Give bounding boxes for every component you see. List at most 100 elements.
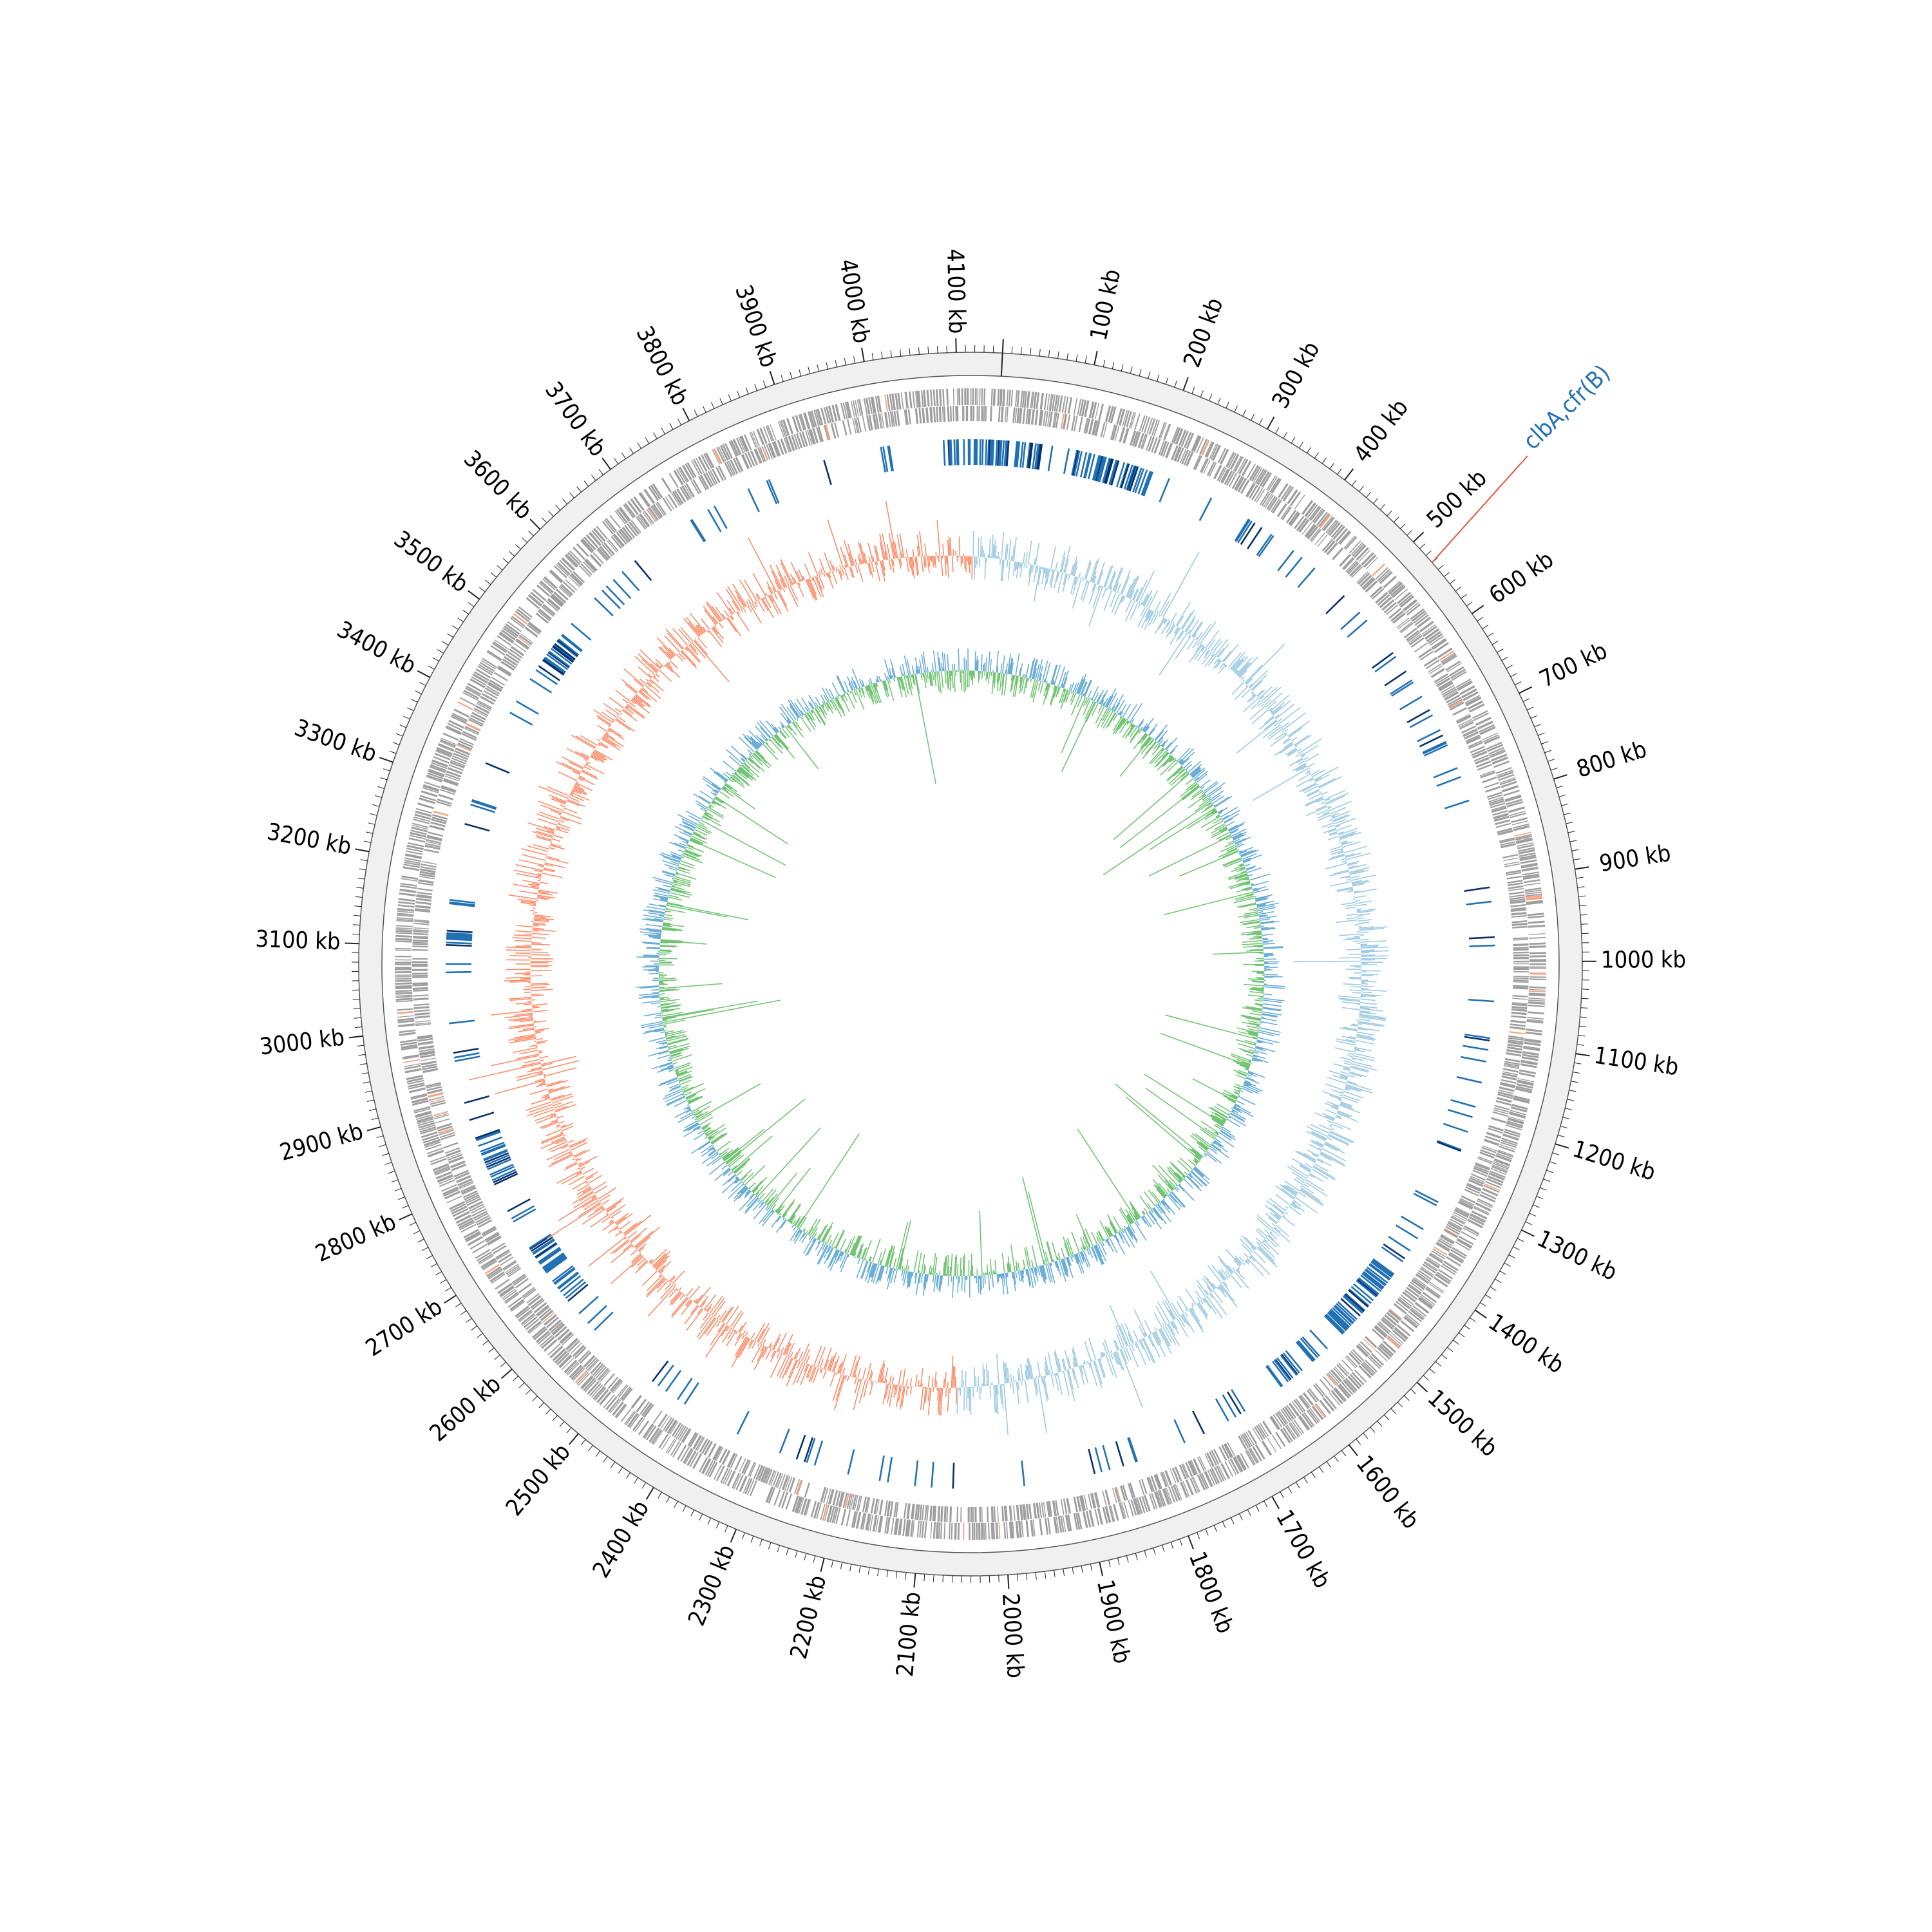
minor-tick [357,1045,365,1046]
cds-feature [1436,677,1451,687]
cds-feature [433,810,449,817]
minor-tick [1548,759,1555,762]
cds-feature [1498,1089,1514,1095]
minor-tick [1582,989,1589,990]
cds-feature [427,1088,443,1095]
minor-tick [541,517,547,524]
cds-feature [1489,749,1506,757]
cds-feature [1379,571,1393,585]
mge-feature [513,1208,536,1223]
cds-feature [1437,1239,1452,1249]
cds-feature [933,406,936,422]
cds-feature [1463,728,1477,736]
major-tick [601,457,611,470]
cds-feature [800,1498,808,1515]
cds-feature [423,784,440,791]
mge-feature [806,1437,816,1463]
cds-feature [915,391,918,408]
cds-feature [732,1472,741,1489]
cds-feature [875,1515,879,1532]
cds-feature [426,837,442,842]
mge-feature [558,1272,580,1290]
cds-feature [1446,694,1461,704]
cds-feature [1510,812,1527,819]
cds-feature [1339,1383,1352,1397]
cds-feature [603,1373,615,1387]
cds-feature [1061,396,1066,413]
cds-feature [504,625,518,637]
cds-feature [1257,469,1267,486]
minor-tick [1197,1532,1200,1539]
cds-feature [499,1285,515,1297]
cds-feature [1021,390,1025,408]
cds-feature [1361,1362,1375,1376]
cds-feature [1464,731,1479,740]
cds-feature [804,1482,811,1498]
cds-feature [486,651,502,661]
cds-feature [919,1520,922,1538]
cds-feature [406,846,424,851]
cds-feature [548,1319,562,1332]
cds-feature [1443,688,1457,697]
minor-tick [1526,706,1534,710]
cds-feature [1332,526,1345,540]
cds-feature [1104,405,1112,422]
cds-feature [527,595,542,607]
cds-feature [1103,422,1108,438]
cds-feature [1475,1202,1492,1212]
cds-feature [562,557,575,571]
cds-feature [1352,543,1365,557]
minor-tick [1130,366,1133,374]
major-tick [399,1213,413,1220]
minor-tick [1574,1062,1582,1065]
minor-tick [1341,1450,1347,1457]
cds-feature [1451,669,1466,679]
cds-feature [1503,857,1519,862]
cds-feature [1497,828,1513,833]
cds-feature [1327,1372,1339,1385]
cds-feature [658,1414,668,1428]
cds-feature [1510,1023,1526,1027]
mge-feature [1450,1099,1476,1108]
cds-feature [413,919,430,922]
minor-tick [877,1569,879,1577]
cds-feature [1066,1498,1071,1514]
cds-feature [500,1256,514,1266]
gc-content-negative [468,501,973,1416]
cds-feature [856,1495,861,1511]
mge-feature [882,446,889,473]
cds-feature [1270,498,1280,513]
cds-feature [457,744,471,752]
cds-feature [1473,754,1489,762]
cds-feature [1173,427,1181,444]
cds-feature [1062,1515,1066,1532]
cds-feature [1267,476,1278,491]
cds-feature [579,1351,592,1364]
cds-feature [482,1227,497,1237]
cds-feature [426,1084,442,1089]
cds-feature [1428,663,1442,673]
cds-feature [1338,530,1350,544]
cds-feature [438,1177,455,1185]
minor-tick [626,1472,631,1479]
cds-feature [1280,485,1291,500]
minor-tick [1490,1286,1497,1291]
cds-feature [689,1452,699,1468]
mge-feature [529,1233,552,1249]
cds-feature [558,1354,572,1368]
minor-tick [513,1376,518,1381]
cds-feature [642,511,652,525]
cds-feature [1282,486,1293,501]
cds-feature [1437,647,1453,659]
cds-feature [1173,446,1180,461]
cds-feature [1104,1490,1111,1506]
minor-tick [1072,1567,1074,1575]
cds-feature [1354,1369,1367,1383]
cds-feature [1271,478,1282,494]
major-tick [1474,1309,1488,1319]
cds-feature [862,1496,867,1513]
minor-tick [665,1496,670,1504]
cds-feature [422,785,439,792]
minor-tick [455,1302,462,1307]
scale-label: 1300 kb [1533,1226,1621,1286]
